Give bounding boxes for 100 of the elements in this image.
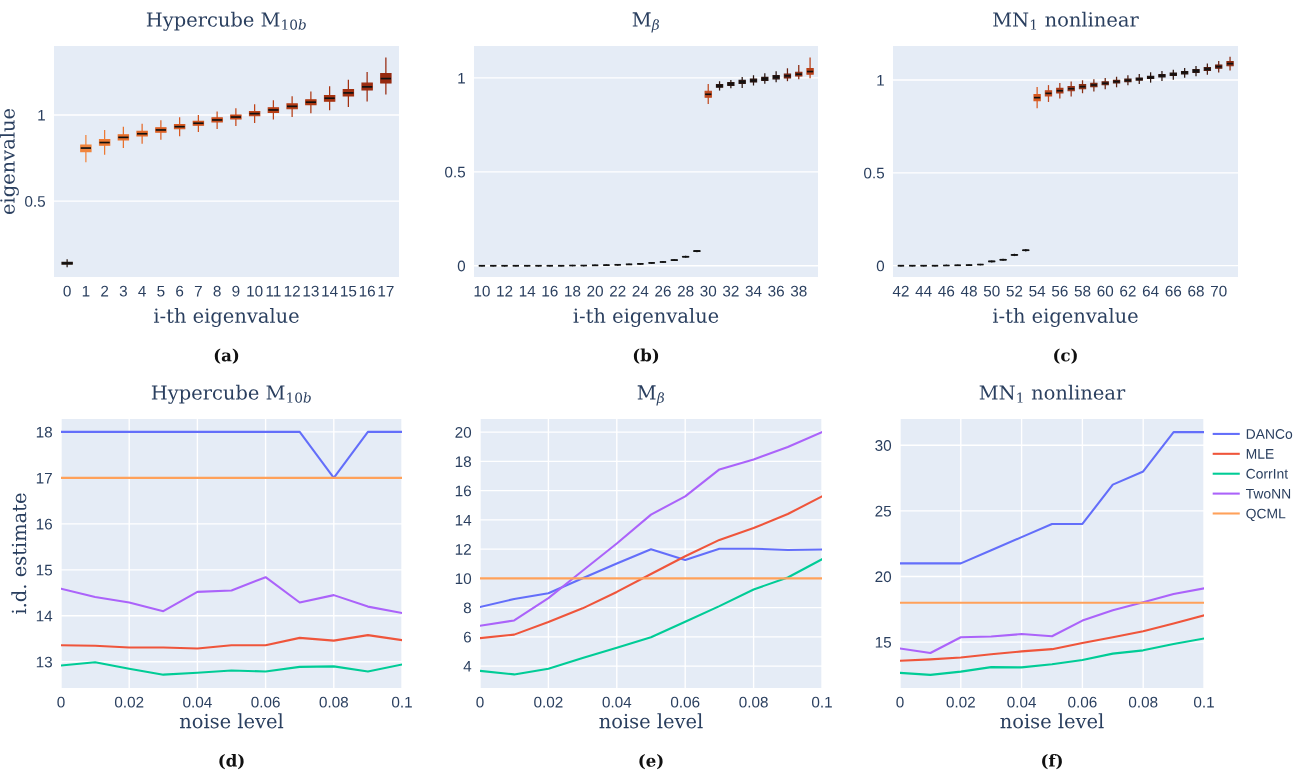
y-tick-label: 0.5 [445,166,466,178]
line-series [480,431,822,627]
x-tick-label: 0.06 [1068,696,1097,708]
x-tick-label: 14 [322,285,338,297]
y-tick-label: 0 [876,260,885,272]
x-tick-label: 38 [790,285,807,297]
x-tick-label: 7 [194,285,202,297]
x-tick-label: 9 [232,285,240,297]
y-tick-label: 1 [38,109,45,121]
y-tick-label: 20 [455,427,472,438]
y-tick-label: 25 [875,505,892,517]
y-tick-label: 14 [36,610,53,622]
y-axis-title: i.d. estimate [11,493,27,614]
x-tick-label: 0.08 [739,696,768,708]
chart-title: Hypercube M$_{10b}$ [151,384,311,404]
x-tick-label: 50 [983,285,1000,297]
y-tick-label: 1 [458,72,465,84]
y-tick-label: 18 [36,426,52,438]
x-tick-label: 3 [119,285,127,297]
x-tick-label: 46 [938,285,955,297]
text: (c) [1054,348,1077,364]
chart-title: MN$_{1}$ nonlinear [979,384,1126,403]
x-tick-label: 0.02 [534,696,563,708]
text: (d) [219,753,244,770]
x-tick-label: 12 [497,285,513,297]
line-series [480,558,822,676]
x-axis-title: i-th eigenvalue [993,307,1138,327]
x-tick-label: 0 [476,696,484,708]
x-tick-label: 60 [1097,285,1114,297]
y-tick-label: 6 [463,631,471,643]
x-tick-label: 22 [609,285,626,297]
legend-label: CorrInt [1246,468,1289,479]
legend-label: MLE [1246,449,1274,459]
y-tick-label: 10 [455,573,472,585]
y-tick-label: 1 [877,75,884,86]
y-tick-label: 13 [36,656,52,668]
y-tick-label: 15 [875,637,892,648]
x-tick-label: 0.04 [1007,696,1037,708]
line-series [900,587,1204,654]
x-tick-label: 15 [341,285,357,297]
x-tick-label: 48 [960,285,977,297]
x-tick-label: 10 [247,285,263,297]
x-tick-label: 26 [655,285,671,297]
y-tick-label: 8 [463,602,471,614]
y-tick-label: 17 [36,472,52,484]
x-tick-label: 52 [1006,285,1023,297]
x-tick-label: 0.02 [114,696,144,708]
x-tick-label: 34 [745,285,762,297]
line-series [480,547,822,609]
y-tick-label: 12 [455,543,471,555]
legend-label: TwoNN [1245,488,1291,499]
line-series [900,614,1204,662]
x-tick-label: 0.04 [602,696,632,708]
x-tick-label: 24 [632,285,649,297]
y-tick-label: 14 [455,514,472,526]
text: (a) [214,348,239,364]
line-series [61,661,402,676]
x-tick-label: 8 [213,285,221,297]
x-tick-label: 14 [519,285,536,297]
chart-title: Hypercube M$_{10b}$ [146,11,306,31]
x-tick-label: 0.1 [811,696,832,708]
line-series [61,576,402,615]
x-tick-label: 4 [138,285,146,297]
y-axis-title: eigenvalue [0,108,19,215]
x-tick-label: 0 [57,696,65,708]
text: (e) [639,753,663,770]
x-tick-label: 12 [284,285,300,297]
x-tick-label: 0.06 [670,696,700,708]
y-tick-label: 16 [455,485,471,497]
x-axis-title: noise level [599,713,703,729]
x-tick-label: 18 [565,285,581,297]
x-tick-label: 0.08 [1128,696,1158,708]
x-tick-label: 17 [378,285,394,297]
chart-title: MN$_{1}$ nonlinear [993,11,1139,30]
x-tick-label: 11 [266,285,281,297]
x-tick-label: 2 [101,285,109,297]
x-tick-label: 56 [1051,285,1068,297]
text: (f) [1042,753,1062,770]
y-tick-label: 20 [875,571,892,583]
x-tick-label: 44 [915,285,932,297]
x-tick-label: 64 [1142,285,1159,297]
x-tick-label: 70 [1210,285,1227,297]
x-tick-label: 58 [1074,285,1091,297]
text: (b) [633,348,659,364]
x-tick-label: 0.06 [251,696,280,708]
x-tick-label: 0 [896,696,904,708]
y-tick-label: 0 [457,260,466,272]
x-tick-label: 66 [1165,285,1182,297]
line-series [900,431,1204,565]
x-tick-label: 0.04 [183,696,212,708]
x-tick-label: 20 [587,285,603,297]
x-tick-label: 68 [1188,285,1204,297]
line-series [480,495,822,640]
x-tick-label: 28 [677,285,694,297]
x-axis-title: noise level [1000,713,1104,729]
x-axis-title: noise level [179,713,284,729]
legend-label: DANCo [1246,429,1293,439]
x-tick-label: 0 [63,285,71,297]
x-tick-label: 0.1 [1193,696,1214,708]
x-tick-label: 30 [700,285,717,297]
